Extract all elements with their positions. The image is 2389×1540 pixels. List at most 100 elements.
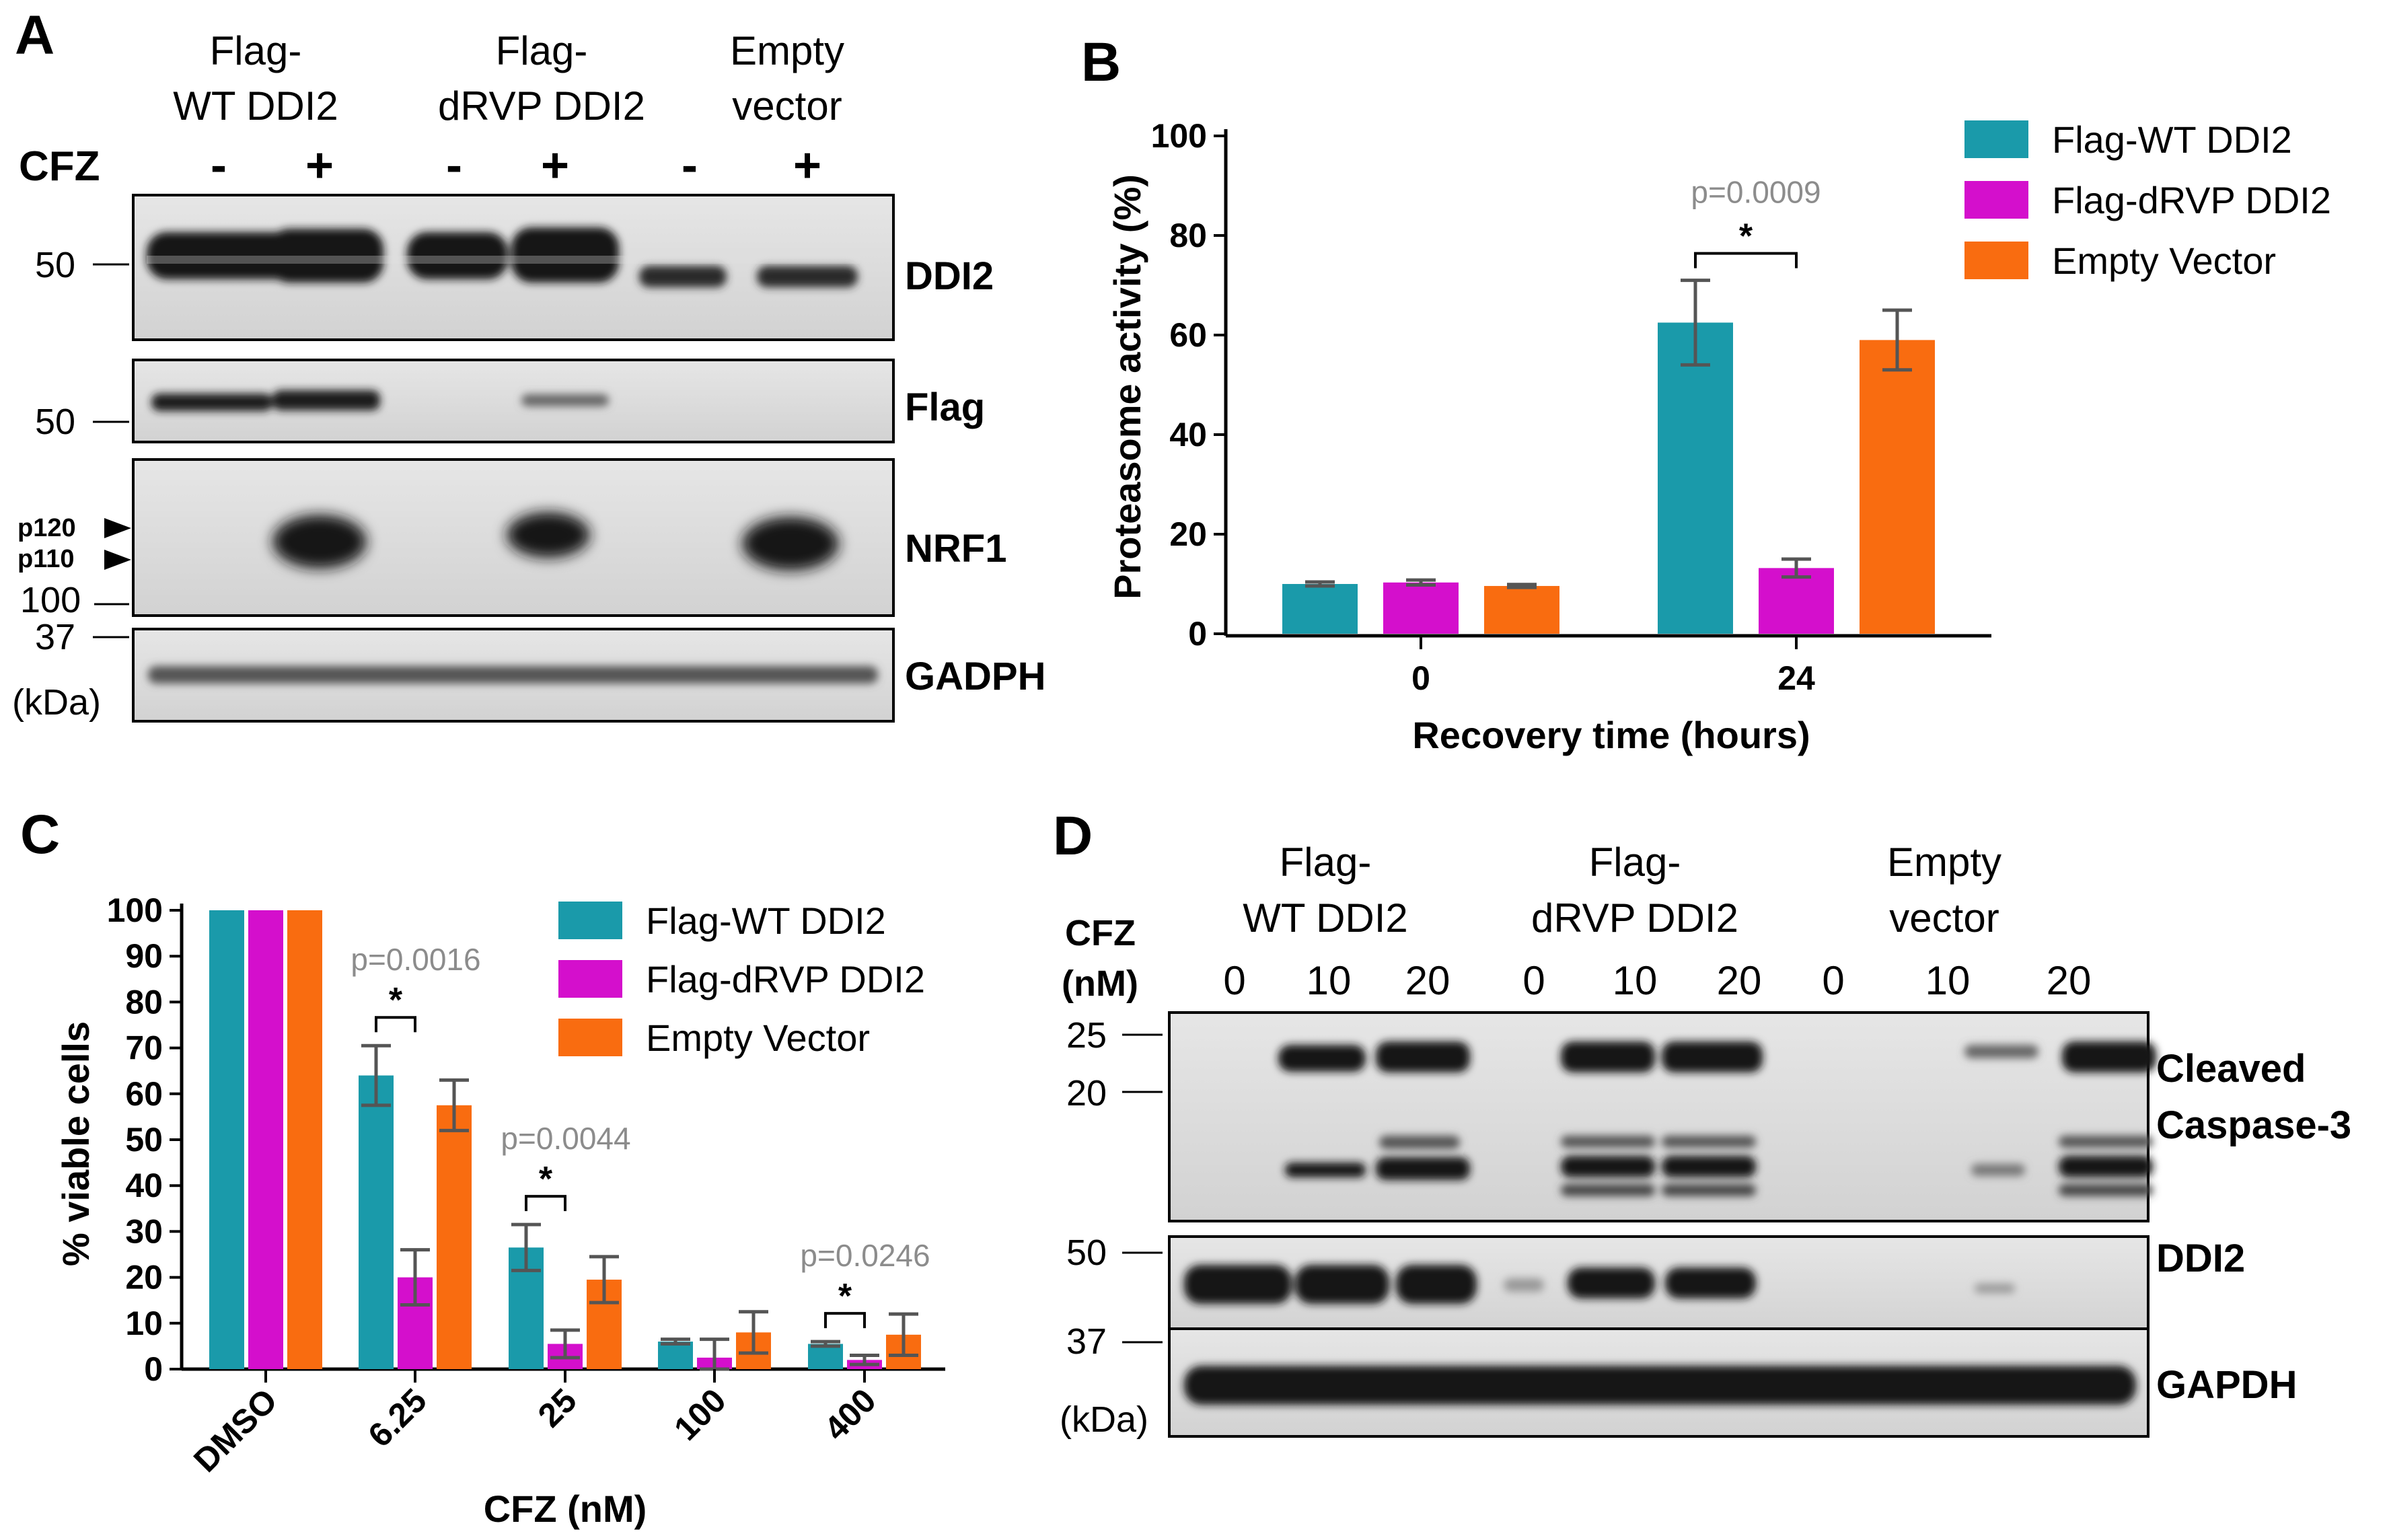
panel-b: B 0 20 40 60 80 100 0 24 * p=0.0009 Proteasome act… <box>1081 32 2331 756</box>
y-tick-label: 50 <box>125 1121 163 1159</box>
blot-d-caspase3-label-line1: Cleaved <box>2156 1047 2306 1091</box>
panel-d-dose-6: 0 <box>1822 958 1844 1003</box>
bar-c-0-4 <box>808 1344 843 1369</box>
x-tick-label: 25 <box>531 1381 584 1434</box>
blot-d-caspase3 <box>1168 1011 2156 1222</box>
panel-d-mw-20: 20 <box>1066 1073 1107 1113</box>
x-tick-label: 6.25 <box>361 1381 433 1454</box>
panel-a-group1-line2: WT DDI2 <box>173 83 338 129</box>
errbar-c-0-3 <box>661 1337 690 1346</box>
panel-a: A Flag- WT DDI2 Flag- dRVP DDI2 Empty ve… <box>12 5 1045 723</box>
errbar-c-1-1 <box>400 1248 430 1307</box>
y-tick-label: 70 <box>125 1029 163 1067</box>
x-axis-title: CFZ (nM) <box>484 1488 647 1530</box>
panel-d: D Flag- WT DDI2 Flag- dRVP DDI2 Empty ve… <box>1053 805 2351 1440</box>
panel-d-dose-2: 20 <box>1405 958 1450 1003</box>
panel-d-dose-7: 10 <box>1925 958 1971 1003</box>
panel-d-cfz-unit: (nM) <box>1062 963 1138 1004</box>
panel-a-label: A <box>15 5 54 66</box>
panel-d-group3-line1: Empty <box>1887 840 2001 885</box>
bar-b-0-1 <box>1658 322 1733 634</box>
legend-swatch <box>558 960 622 998</box>
y-axis-title: Proteasome activity (%) <box>1106 174 1148 599</box>
y-tick-label: 60 <box>125 1075 163 1113</box>
bar-c-0-3 <box>658 1342 693 1369</box>
x-tick-label: DMSO <box>186 1381 285 1479</box>
errbar-b-2-0 <box>1507 583 1537 589</box>
significance-bracket <box>525 1195 566 1212</box>
panel-a-sign-1: - <box>211 139 227 192</box>
legend-swatch <box>558 1019 622 1056</box>
significance-c-0: * p=0.0016 <box>351 942 481 1033</box>
errbar-c-2-1 <box>439 1078 469 1132</box>
x-tick-label: 0 <box>1411 659 1430 697</box>
y-tick-label: 20 <box>1169 515 1207 553</box>
arrow-p110-icon <box>104 550 131 570</box>
significance-bracket <box>375 1016 416 1033</box>
blot-a-nrf1-label: NRF1 <box>905 527 1006 571</box>
p-value-label: p=0.0246 <box>800 1238 930 1273</box>
y-tick-label: 20 <box>125 1259 163 1296</box>
errbar-c-1-4 <box>850 1354 879 1366</box>
errbar-c-2-2 <box>589 1255 619 1305</box>
panel-d-dose-0: 0 <box>1223 958 1245 1003</box>
legend: Flag-WT DDI2 Flag-dRVP DDI2 Empty Vector <box>558 900 925 1059</box>
errbar-c-2-4 <box>889 1312 918 1358</box>
panel-d-group1-line2: WT DDI2 <box>1243 895 1408 941</box>
panel-d-dose-5: 20 <box>1717 958 1762 1003</box>
errbar-c-0-1 <box>361 1043 391 1107</box>
legend-swatch <box>558 902 622 939</box>
errbar-c-1-2 <box>550 1328 580 1360</box>
errbar-b-1-1 <box>1781 557 1811 579</box>
blot-a-ddi2 <box>132 194 895 341</box>
significance-c-2: * p=0.0246 <box>800 1238 930 1329</box>
blot-a-flag <box>132 359 895 443</box>
legend-label: Flag-WT DDI2 <box>2052 118 2292 161</box>
legend-swatch <box>1964 242 2028 279</box>
y-tick-label: 100 <box>1151 117 1207 155</box>
legend-label: Flag-dRVP DDI2 <box>646 958 925 1000</box>
y-tick-label: 40 <box>1169 416 1207 453</box>
y-tick-label: 90 <box>125 937 163 975</box>
panel-d-doses: 0 10 20 0 10 20 0 10 20 <box>1223 958 2091 1003</box>
panel-a-unit: (kDa) <box>12 682 101 723</box>
y-tick-label: 10 <box>125 1305 163 1342</box>
panel-b-label: B <box>1081 32 1121 93</box>
panel-d-dose-4: 10 <box>1613 958 1658 1003</box>
bar-c-2-0 <box>287 910 322 1369</box>
blot-a-flag-label: Flag <box>905 386 985 429</box>
errbar-b-0-1 <box>1681 279 1710 367</box>
bar-b-2-0 <box>1484 585 1559 634</box>
panel-a-mw-50b: 50 <box>35 402 75 442</box>
panel-a-cfz-label: CFZ <box>19 143 100 190</box>
significance-star: * <box>539 1160 553 1199</box>
chart-b: 0 20 40 60 80 100 0 24 * p=0.0009 Proteasome activ… <box>1106 117 2331 756</box>
blot-a-gadph-label: GADPH <box>905 655 1045 698</box>
errbar-c-2-3 <box>739 1310 768 1355</box>
blot-d-ddi2 <box>1168 1235 2149 1335</box>
x-axis-title: Recovery time (hours) <box>1412 714 1810 756</box>
legend-swatch <box>1964 181 2028 219</box>
significance-star: * <box>1739 217 1753 256</box>
x-tick-label: 400 <box>817 1381 883 1448</box>
significance-bracket <box>1694 252 1798 268</box>
y-tick-label: 0 <box>144 1350 163 1388</box>
significance-star: * <box>389 981 403 1020</box>
panel-a-sign-6: + <box>793 139 821 192</box>
panel-a-sign-4: + <box>541 139 569 192</box>
panel-a-group3-line1: Empty <box>730 28 844 73</box>
bar-b-0-0 <box>1282 584 1358 634</box>
significance-star: * <box>838 1277 852 1316</box>
legend-swatch <box>1964 120 2028 158</box>
errbar-b-1-0 <box>1406 578 1436 587</box>
blot-d-gapdh <box>1168 1327 2149 1438</box>
bar-b-1-0 <box>1383 582 1459 634</box>
legend-label: Flag-dRVP DDI2 <box>2052 179 2331 221</box>
panel-a-group1-line1: Flag- <box>210 28 302 73</box>
y-tick-label: 80 <box>125 983 163 1021</box>
panel-d-dose-3: 0 <box>1522 958 1545 1003</box>
errbar-c-0-2 <box>511 1222 541 1272</box>
y-tick-label: 80 <box>1169 217 1207 254</box>
significance-c-1: * p=0.0044 <box>501 1121 631 1212</box>
